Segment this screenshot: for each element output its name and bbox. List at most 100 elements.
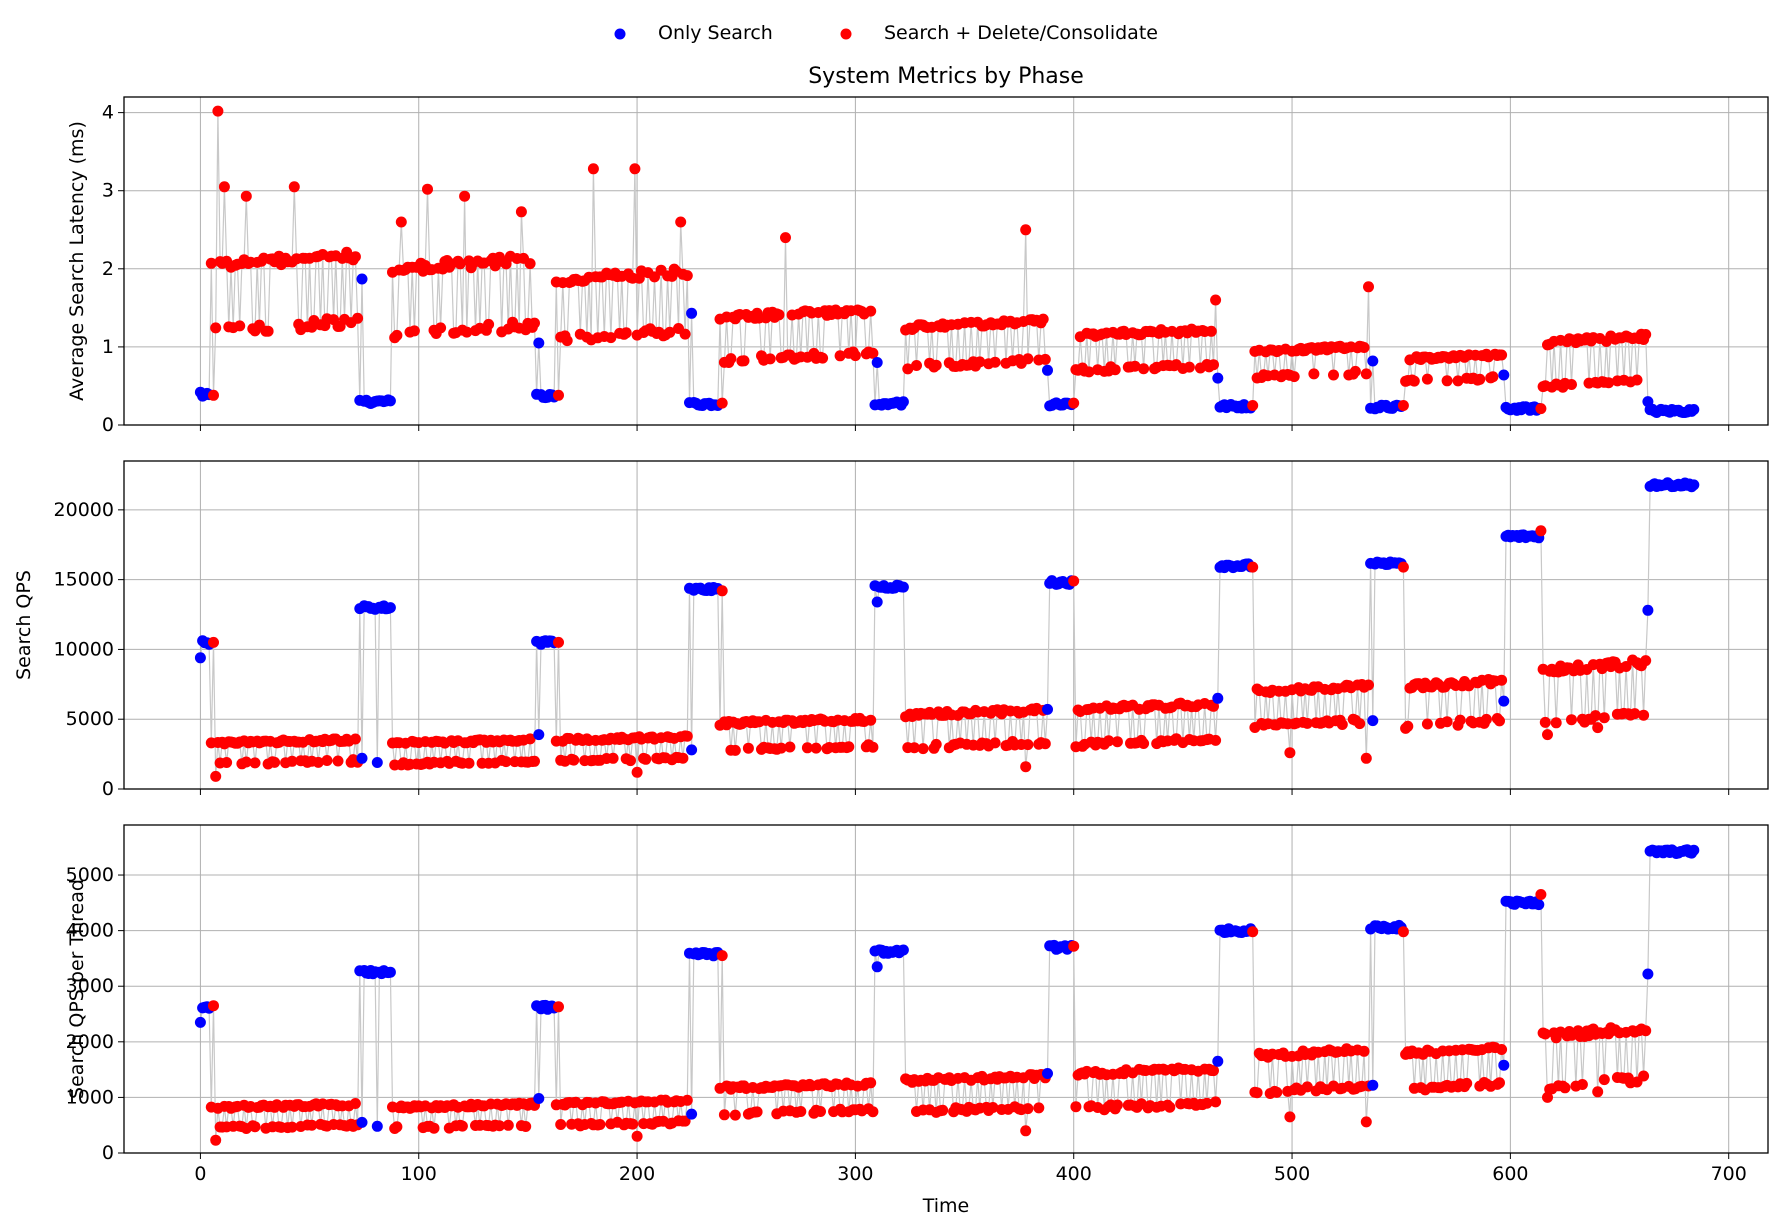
point-search-delete: [1397, 561, 1409, 573]
point-search-delete: [1205, 325, 1217, 337]
point-only-search: [686, 1108, 698, 1120]
point-search-delete: [1638, 1070, 1650, 1082]
point-search-delete: [1566, 714, 1577, 726]
x-axis-label: Time: [922, 1195, 970, 1217]
point-search-delete: [775, 742, 787, 754]
point-search-delete: [1020, 224, 1032, 236]
point-search-delete: [1454, 714, 1466, 726]
point-search-delete: [332, 755, 344, 767]
point-search-delete: [391, 329, 403, 341]
point-search-delete: [815, 1106, 826, 1117]
point-search-delete: [1397, 400, 1409, 411]
point-search-delete: [865, 714, 877, 726]
point-search-delete: [1070, 1101, 1082, 1113]
point-search-delete: [1103, 735, 1115, 747]
point-search-delete: [1592, 722, 1604, 734]
point-search-delete: [221, 757, 233, 768]
point-search-delete: [1210, 1096, 1222, 1108]
point-search-delete: [1402, 720, 1414, 732]
point-search-delete: [1208, 1065, 1219, 1077]
point-search-delete: [605, 332, 617, 344]
point-search-delete: [631, 1130, 643, 1142]
point-search-delete: [677, 752, 689, 764]
point-search-delete: [208, 389, 219, 401]
point-search-delete: [729, 744, 741, 756]
x-tick-label: 700: [1711, 1163, 1747, 1185]
point-search-delete: [553, 389, 564, 401]
point-search-delete: [1631, 374, 1643, 386]
point-search-delete: [1640, 1025, 1652, 1037]
point-search-delete: [716, 950, 728, 962]
y-tick-label: 3: [102, 180, 114, 202]
point-search-delete: [1111, 736, 1123, 748]
point-search-delete: [1535, 889, 1547, 900]
point-search-delete: [780, 232, 791, 244]
point-only-search: [1688, 404, 1700, 415]
point-search-delete: [1083, 366, 1095, 378]
point-search-delete: [502, 1119, 514, 1131]
x-tick-label: 300: [837, 1163, 873, 1185]
point-search-delete: [269, 756, 281, 768]
point-search-delete: [1301, 1081, 1313, 1093]
point-search-delete: [989, 356, 1001, 368]
point-search-delete: [1421, 373, 1433, 385]
point-only-search: [1498, 1059, 1510, 1071]
point-search-delete: [1354, 718, 1366, 730]
point-search-delete: [738, 355, 750, 367]
point-search-delete: [205, 257, 217, 269]
point-search-delete: [1308, 368, 1320, 380]
point-search-delete: [218, 181, 230, 193]
y-tick-label: 15000: [54, 569, 114, 591]
point-search-delete: [1328, 369, 1339, 381]
point-search-delete: [529, 317, 540, 329]
point-only-search: [533, 1093, 545, 1104]
point-search-delete: [435, 322, 447, 334]
x-tick-label: 600: [1492, 1163, 1528, 1185]
point-search-delete: [312, 756, 324, 768]
point-search-delete: [716, 585, 728, 597]
panel-qps-per-thread: 0 1000 2000 3000 4000 5000 0 100 200 300 400 500 600…: [66, 824, 1769, 1185]
point-only-search: [1533, 899, 1545, 911]
legend-label-search-delete: Search + Delete/Consolidate: [884, 22, 1158, 44]
point-search-delete: [1247, 926, 1259, 938]
point-search-delete: [1109, 364, 1121, 376]
point-search-delete: [1201, 1097, 1213, 1109]
point-search-delete: [594, 1119, 606, 1130]
point-search-delete: [902, 363, 914, 375]
point-search-delete: [795, 1106, 807, 1117]
point-search-delete: [1397, 926, 1409, 938]
y-tick-label: 10000: [54, 638, 114, 660]
point-only-search: [1042, 703, 1053, 715]
point-search-delete: [1566, 379, 1577, 390]
legend: Only Search Search + Delete/Consolidate: [614, 22, 1158, 44]
point-search-delete: [1638, 709, 1650, 721]
point-search-delete: [391, 1121, 403, 1133]
point-only-search: [1367, 715, 1379, 727]
point-search-delete: [1037, 313, 1049, 325]
point-search-delete: [494, 1120, 505, 1132]
point-search-delete: [1550, 717, 1562, 729]
point-only-search: [356, 752, 368, 764]
point-search-delete: [1461, 1077, 1473, 1089]
axes-frame: [123, 96, 1769, 426]
point-search-delete: [908, 742, 920, 754]
point-search-delete: [249, 757, 261, 769]
point-search-delete: [1111, 1099, 1123, 1111]
point-search-delete: [408, 325, 420, 337]
point-search-delete: [1408, 375, 1420, 387]
point-only-search: [533, 729, 545, 741]
point-search-delete: [520, 1121, 532, 1132]
point-search-delete: [1210, 734, 1222, 746]
point-only-search: [1498, 695, 1510, 707]
point-search-delete: [524, 733, 536, 745]
point-search-delete: [1022, 353, 1034, 365]
point-search-delete: [454, 258, 466, 270]
point-search-delete: [306, 1119, 318, 1131]
point-search-delete: [1603, 377, 1615, 389]
point-only-search: [371, 1120, 383, 1132]
point-search-delete: [1496, 349, 1508, 361]
point-only-search: [1367, 1079, 1379, 1091]
point-search-delete: [974, 356, 986, 368]
point-search-delete: [352, 312, 364, 324]
point-search-delete: [987, 1102, 999, 1113]
